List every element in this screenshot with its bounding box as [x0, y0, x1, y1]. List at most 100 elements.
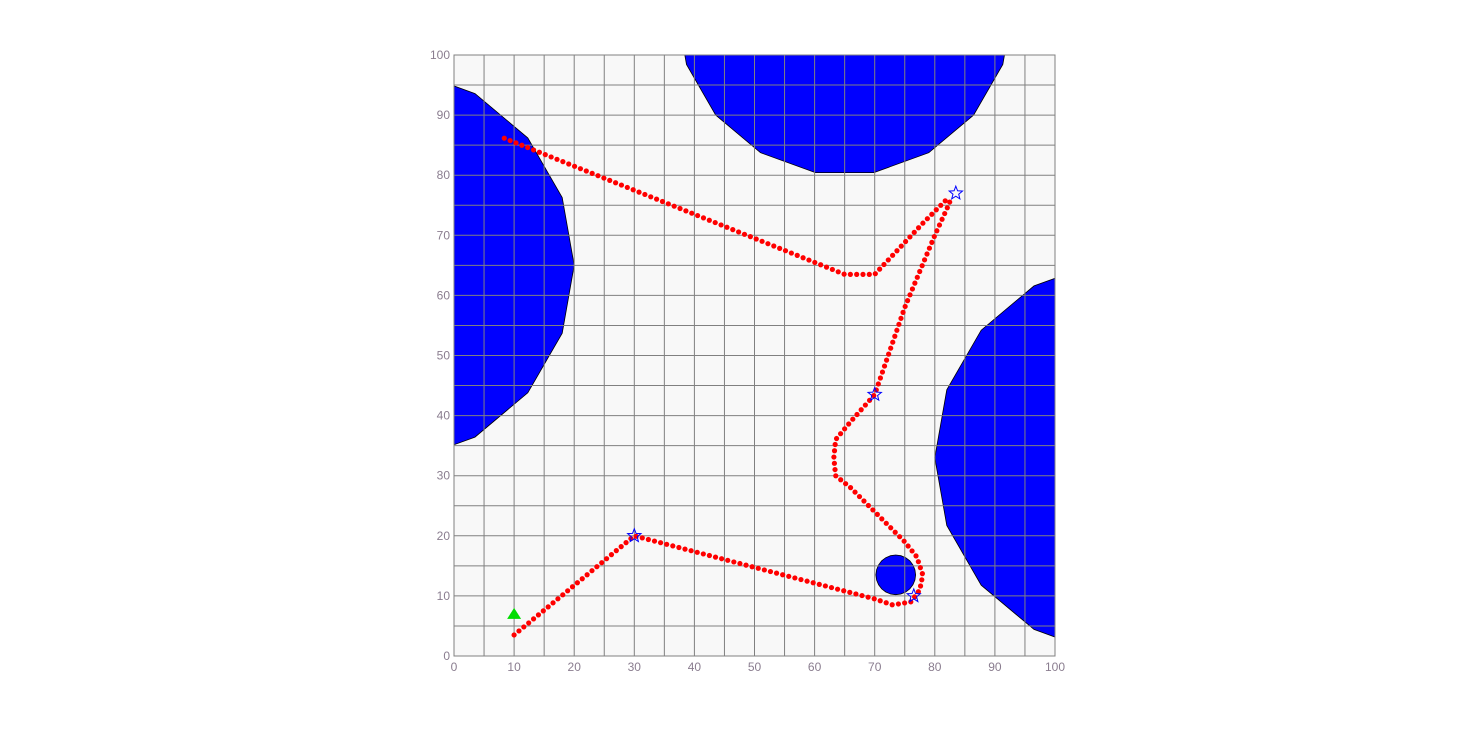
path-point [832, 441, 838, 448]
path-point [642, 191, 648, 198]
obstacle-4 [875, 554, 917, 596]
path-point [618, 544, 624, 550]
path-point [594, 564, 600, 570]
path-point [934, 228, 940, 234]
path-point [749, 564, 755, 570]
path-point [888, 525, 894, 531]
path-point [865, 502, 872, 509]
path-point [931, 233, 937, 240]
path-point [888, 345, 894, 351]
x-tick-label: 30 [628, 660, 642, 674]
path-point [914, 274, 920, 280]
path-point [545, 604, 551, 610]
path-point [843, 481, 849, 487]
path-point [555, 596, 561, 602]
path-point [736, 229, 742, 235]
path-point [737, 560, 743, 567]
path-point [577, 166, 584, 172]
path-point [841, 271, 847, 277]
path-point [792, 575, 798, 581]
path-point [860, 271, 866, 277]
path-point [804, 578, 810, 584]
path-point [902, 600, 908, 606]
path-point [833, 473, 839, 479]
path-point [838, 477, 844, 483]
x-tick-label: 40 [688, 660, 702, 674]
path-point [525, 144, 531, 151]
path-point [853, 591, 859, 597]
y-tick-label: 50 [437, 349, 451, 363]
path-point [871, 393, 877, 399]
x-tick-label: 0 [451, 660, 458, 674]
path-point [688, 548, 694, 554]
y-tick-label: 80 [437, 168, 451, 182]
path-point [695, 212, 701, 219]
path-point [907, 234, 913, 240]
y-tick-label: 20 [437, 529, 451, 543]
path-point [816, 581, 822, 587]
path-point [777, 245, 783, 251]
x-axis-ticks: 0 10 20 30 40 50 60 70 80 90 100 [451, 660, 1066, 674]
path-point [919, 577, 925, 583]
path-point [761, 567, 767, 573]
path-point [712, 554, 719, 560]
y-tick-label: 40 [437, 409, 451, 423]
path-point [939, 216, 945, 222]
path-point [831, 460, 837, 466]
path-point [540, 608, 546, 614]
path-point [565, 588, 571, 594]
path-point [657, 540, 664, 546]
path-point [872, 271, 878, 277]
path-point [942, 198, 948, 204]
path-point [743, 562, 749, 568]
path-point [682, 546, 688, 552]
path-point [601, 175, 607, 181]
path-point [526, 620, 532, 626]
waypoint-star-icon [905, 587, 922, 603]
path-point [835, 269, 841, 275]
path-point [898, 315, 904, 321]
path-point [861, 498, 867, 504]
path-point [706, 552, 713, 559]
path-point [917, 268, 923, 275]
path-point [550, 600, 556, 606]
path-point [877, 598, 883, 604]
path-point [624, 184, 630, 191]
path-point [892, 529, 898, 535]
path-point [798, 576, 804, 583]
path-point [900, 309, 906, 315]
path-point [689, 210, 695, 216]
path-point [846, 421, 852, 427]
path-point [664, 541, 670, 547]
path-point [501, 135, 507, 141]
path-point [583, 168, 589, 174]
path-point [942, 210, 948, 217]
path-point [560, 159, 566, 165]
y-tick-label: 70 [437, 228, 451, 242]
path-point [599, 560, 605, 566]
path-point [767, 568, 774, 575]
path-point [636, 189, 642, 195]
path-point [513, 140, 519, 146]
path-point [613, 548, 619, 554]
path-point [665, 201, 671, 207]
path-point [885, 257, 891, 263]
path-point [892, 333, 898, 339]
path-point [560, 592, 566, 598]
path-point [671, 203, 677, 209]
path-point [831, 448, 838, 454]
path-point [507, 137, 513, 144]
path-point [554, 156, 560, 162]
path-point [536, 149, 543, 155]
path-point [924, 251, 930, 257]
path-point [782, 248, 789, 254]
path-point [856, 493, 863, 500]
path-point [926, 245, 933, 251]
path-point [683, 208, 689, 214]
path-point [794, 252, 800, 258]
path-point [838, 431, 844, 437]
path-point [623, 539, 629, 546]
path-point [542, 152, 548, 158]
x-tick-label: 70 [868, 660, 882, 674]
plot-frame [453, 54, 1056, 657]
